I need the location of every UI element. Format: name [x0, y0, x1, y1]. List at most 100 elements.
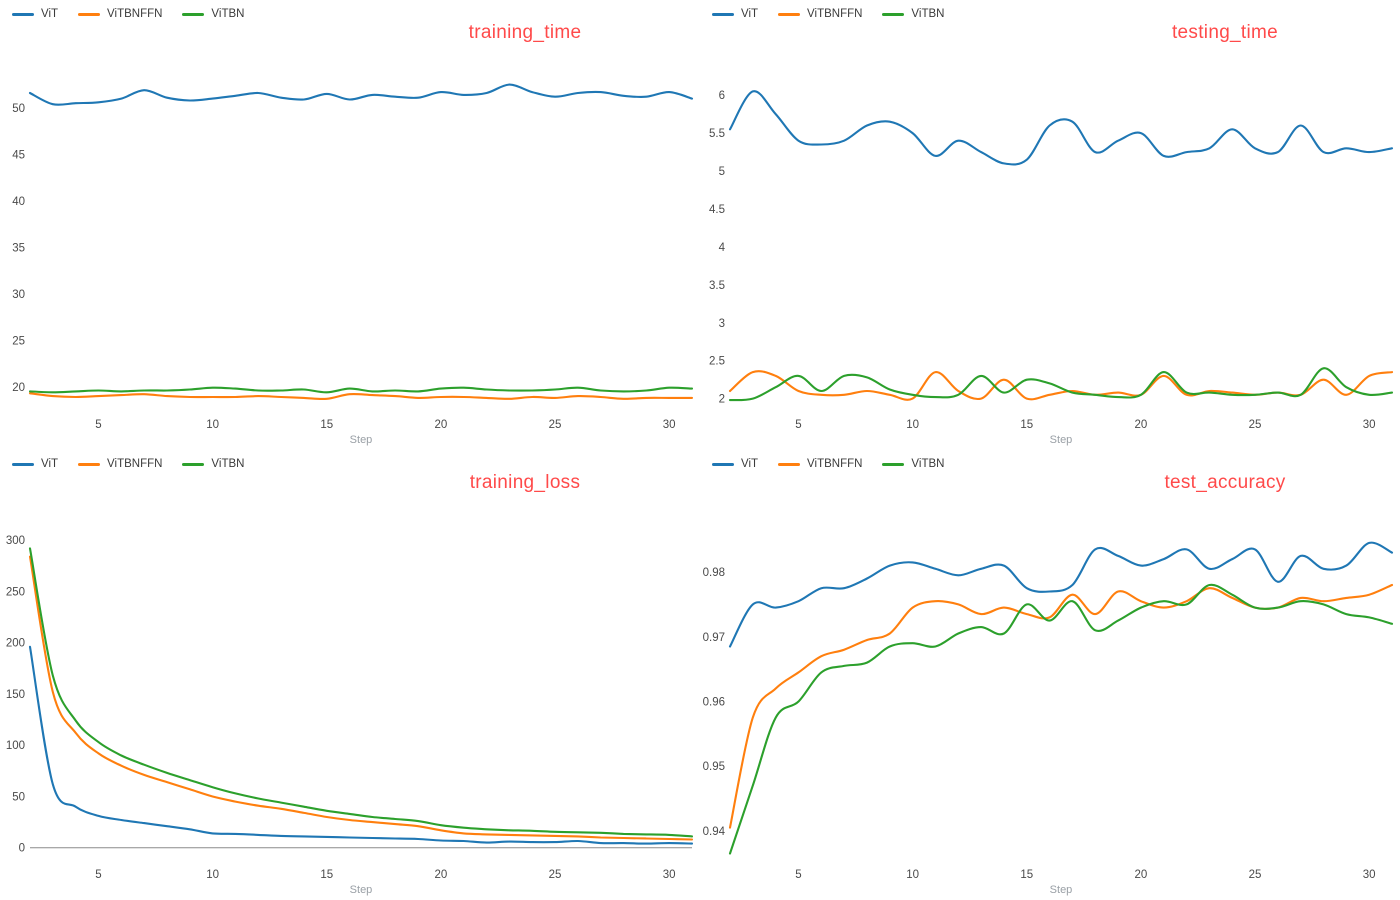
svg-text:5: 5: [95, 869, 101, 881]
legend-item-vitbn[interactable]: ViTBN: [182, 458, 244, 470]
svg-text:3.5: 3.5: [709, 280, 725, 292]
svg-text:40: 40: [12, 196, 25, 208]
svg-text:15: 15: [320, 869, 333, 881]
testing-time-chart[interactable]: 2 2.5 3 3.5 4 4.5 5 5.5 6 5 10 15 20 25 30 Step: [700, 0, 1400, 450]
svg-text:30: 30: [663, 419, 676, 431]
svg-text:25: 25: [549, 869, 562, 881]
svg-text:250: 250: [6, 586, 25, 598]
svg-text:25: 25: [12, 335, 25, 347]
series-color-swatch: [778, 462, 801, 466]
panel-training-loss: ViT ViTBNFFN ViTBN training_loss 0 50 100 1…: [0, 450, 700, 900]
panel-test-accuracy: ViT ViTBNFFN ViTBN test_accuracy 0.94 0.9…: [700, 450, 1400, 900]
svg-text:Step: Step: [1050, 884, 1073, 896]
svg-text:5: 5: [795, 419, 801, 431]
series-color-swatch: [12, 462, 34, 466]
svg-text:4.5: 4.5: [709, 204, 725, 216]
svg-text:20: 20: [434, 869, 447, 881]
legend-item-vitbnffn[interactable]: ViTBNFFN: [78, 458, 162, 470]
legend-item-vit[interactable]: ViT: [12, 8, 58, 20]
series-color-swatch: [12, 12, 34, 16]
svg-text:6: 6: [719, 90, 725, 102]
legend-label: ViTBN: [211, 458, 245, 470]
svg-text:20: 20: [12, 382, 25, 394]
legend-label: ViTBNFFN: [807, 8, 863, 20]
svg-text:2.5: 2.5: [709, 356, 725, 368]
svg-text:3: 3: [719, 318, 725, 330]
legend-label: ViT: [741, 458, 759, 470]
svg-text:10: 10: [206, 419, 219, 431]
svg-text:100: 100: [6, 740, 25, 752]
legend-label: ViTBN: [211, 8, 245, 20]
svg-text:2: 2: [719, 394, 725, 406]
svg-text:5: 5: [795, 869, 801, 881]
chart-title-training-time: training_time: [468, 22, 582, 43]
series-color-swatch: [882, 462, 905, 466]
svg-text:20: 20: [434, 419, 447, 431]
legend-item-vitbn[interactable]: ViTBN: [182, 8, 244, 20]
series-color-swatch: [182, 12, 205, 16]
svg-text:30: 30: [1363, 419, 1376, 431]
legend-training-loss: ViT ViTBNFFN ViTBN: [12, 458, 244, 470]
svg-text:0.94: 0.94: [703, 826, 726, 838]
test-accuracy-chart[interactable]: 0.94 0.95 0.96 0.97 0.98 5 10 15 20 25 30 Step: [700, 450, 1400, 900]
svg-text:25: 25: [1249, 869, 1262, 881]
svg-text:30: 30: [12, 289, 25, 301]
svg-text:10: 10: [206, 869, 219, 881]
svg-text:0.97: 0.97: [703, 632, 725, 644]
legend-label: ViTBN: [911, 458, 945, 470]
legend-item-vit[interactable]: ViT: [12, 458, 58, 470]
svg-text:10: 10: [906, 419, 919, 431]
svg-text:150: 150: [6, 689, 25, 701]
svg-text:300: 300: [6, 535, 25, 547]
series-color-swatch: [78, 12, 101, 16]
svg-text:0.95: 0.95: [703, 761, 725, 773]
legend-testing-time: ViT ViTBNFFN ViTBN: [712, 8, 944, 20]
svg-text:5.5: 5.5: [709, 128, 725, 140]
series-color-swatch: [882, 12, 905, 16]
svg-text:45: 45: [12, 149, 25, 161]
legend-item-vitbnffn[interactable]: ViTBNFFN: [778, 8, 862, 20]
series-color-swatch: [712, 462, 734, 466]
legend-label: ViT: [41, 8, 59, 20]
svg-text:30: 30: [663, 869, 676, 881]
chart-title-test-accuracy: test_accuracy: [1164, 472, 1286, 493]
legend-item-vit[interactable]: ViT: [712, 458, 758, 470]
svg-text:15: 15: [1020, 869, 1033, 881]
training-time-chart[interactable]: 20 25 30 35 40 45 50 5 10 15 20 25 30 Step: [0, 0, 700, 450]
legend-item-vitbnffn[interactable]: ViTBNFFN: [778, 458, 862, 470]
svg-text:50: 50: [12, 103, 25, 115]
legend-item-vit[interactable]: ViT: [712, 8, 758, 20]
svg-text:15: 15: [320, 419, 333, 431]
legend-label: ViT: [741, 8, 759, 20]
svg-text:Step: Step: [350, 884, 373, 896]
svg-text:0.98: 0.98: [703, 567, 725, 579]
series-color-swatch: [78, 462, 101, 466]
svg-text:15: 15: [1020, 419, 1033, 431]
legend-item-vitbn[interactable]: ViTBN: [882, 8, 944, 20]
series-color-swatch: [712, 12, 734, 16]
panel-testing-time: ViT ViTBNFFN ViTBN testing_time 2 2.5 3 3.5…: [700, 0, 1400, 450]
legend-training-time: ViT ViTBNFFN ViTBN: [12, 8, 244, 20]
svg-text:20: 20: [1134, 869, 1147, 881]
legend-item-vitbn[interactable]: ViTBN: [882, 458, 944, 470]
panel-training-time: ViT ViTBNFFN ViTBN training_time 20 25 30 3…: [0, 0, 700, 450]
legend-item-vitbnffn[interactable]: ViTBNFFN: [78, 8, 162, 20]
series-color-swatch: [778, 12, 801, 16]
svg-text:25: 25: [1249, 419, 1262, 431]
series-color-swatch: [182, 462, 205, 466]
legend-test-accuracy: ViT ViTBNFFN ViTBN: [712, 458, 944, 470]
training-loss-chart[interactable]: 0 50 100 150 200 250 300 5 10 15 20 25 30 Step: [0, 450, 700, 900]
legend-label: ViT: [41, 458, 59, 470]
svg-text:5: 5: [95, 419, 101, 431]
svg-text:10: 10: [906, 869, 919, 881]
svg-text:5: 5: [719, 166, 725, 178]
svg-text:Step: Step: [350, 434, 373, 446]
svg-text:20: 20: [1134, 419, 1147, 431]
svg-text:50: 50: [12, 791, 25, 803]
chart-title-training-loss: training_loss: [469, 472, 581, 493]
legend-label: ViTBNFFN: [807, 458, 863, 470]
svg-text:Step: Step: [1050, 434, 1073, 446]
svg-text:30: 30: [1363, 869, 1376, 881]
svg-text:0.96: 0.96: [703, 696, 725, 708]
